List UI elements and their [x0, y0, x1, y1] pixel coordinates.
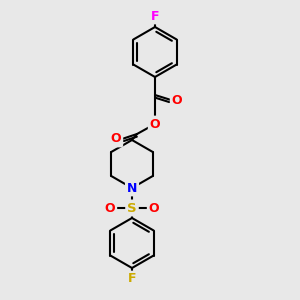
Text: F: F: [151, 10, 159, 22]
Text: O: O: [150, 118, 160, 130]
Text: S: S: [127, 202, 137, 214]
Text: O: O: [111, 133, 121, 146]
Text: N: N: [127, 182, 137, 194]
Text: O: O: [172, 94, 182, 106]
Text: F: F: [128, 272, 136, 286]
Text: O: O: [149, 202, 159, 214]
Text: O: O: [105, 202, 115, 214]
